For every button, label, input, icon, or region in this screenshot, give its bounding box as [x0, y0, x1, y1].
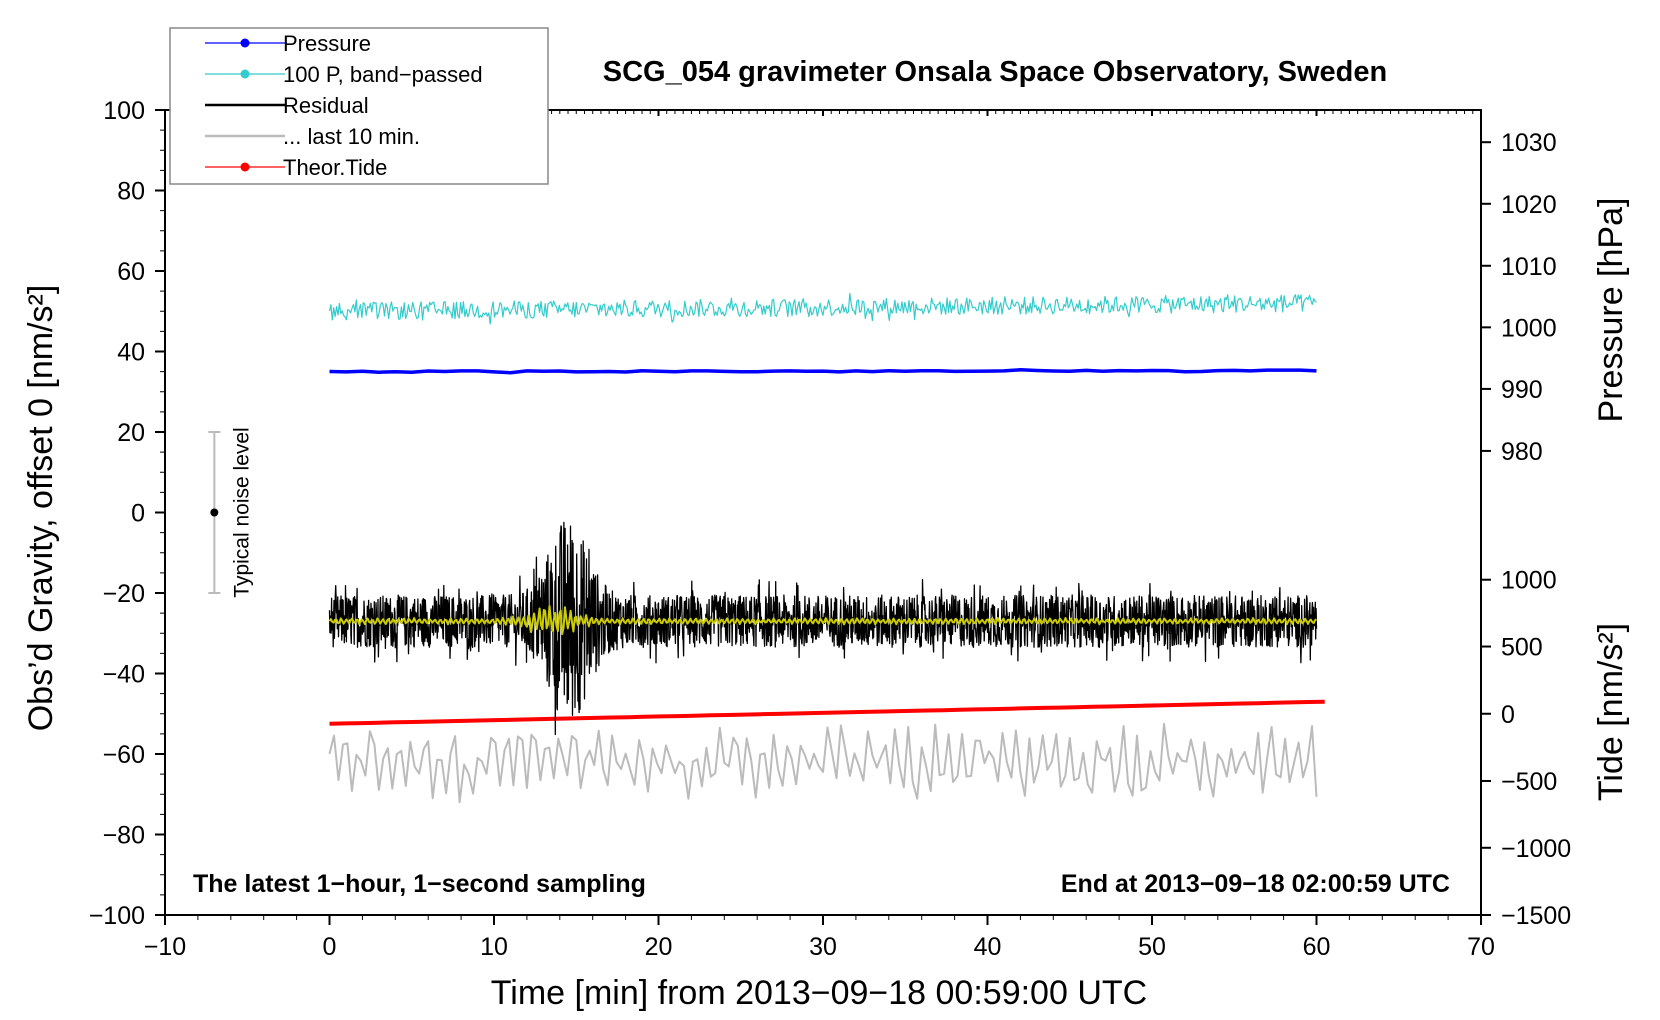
legend-swatch-marker [240, 38, 250, 48]
y-tick-label: −60 [103, 741, 145, 769]
series-100-p-band-passed [328, 292, 1317, 325]
pressure-axis-label: Pressure [hPa] [1592, 198, 1630, 423]
series-layer [328, 292, 1325, 804]
x-tick-label: 20 [645, 933, 673, 961]
series-residual [328, 521, 1318, 736]
legend-label: ... last 10 min. [283, 124, 420, 149]
y-tick-label: −40 [103, 661, 145, 689]
x-tick-label: 10 [480, 933, 508, 961]
y-tick-label: 80 [117, 178, 145, 206]
sampling-annotation: The latest 1−hour, 1−second sampling [193, 870, 646, 898]
y-axis-ticks: 100 80 60 40 20 0 −20 −40 −60 −80 −100 [89, 97, 165, 930]
tide-tick-label: −1500 [1501, 902, 1571, 930]
pressure-axis-ticks: 1030 1020 1010 1000 990 980 [1481, 129, 1557, 466]
pressure-tick-label: 990 [1501, 376, 1543, 404]
x-tick-label: 50 [1138, 933, 1166, 961]
noise-level-bar: Typical noise level [208, 427, 253, 598]
y-tick-label: −100 [89, 902, 145, 930]
legend: Pressure 100 P, band−passed Residual ... la… [169, 27, 549, 185]
tide-tick-label: −1000 [1501, 835, 1571, 863]
y-tick-label: 0 [131, 500, 145, 528]
x-tick-label: 40 [974, 933, 1002, 961]
pressure-tick-label: 1020 [1501, 191, 1557, 219]
plot-frame [164, 109, 1482, 916]
legend-entry: Residual [205, 93, 369, 118]
y-tick-label: 100 [103, 97, 145, 125]
legend-swatch-marker [240, 162, 250, 172]
series-residual-smoothed [328, 605, 1318, 636]
pressure-tick-label: 980 [1501, 438, 1543, 466]
legend-entry: ... last 10 min. [205, 124, 420, 149]
y-tick-label: 40 [117, 339, 145, 367]
series-theor-tide [329, 699, 1325, 726]
pressure-tick-label: 1000 [1501, 314, 1557, 342]
x-tick-label: −10 [144, 933, 186, 961]
tide-axis-ticks: 1000 500 0 −500 −1000 −1500 [1481, 567, 1571, 930]
legend-entry: 100 P, band−passed [205, 62, 483, 87]
x-tick-label: 60 [1303, 933, 1331, 961]
tide-tick-label: 500 [1501, 634, 1543, 662]
legend-entry: Theor.Tide [205, 155, 387, 180]
noise-bar-center-dot [210, 508, 219, 517]
chart-title: SCG_054 gravimeter Onsala Space Observat… [603, 56, 1387, 88]
noise-bar-label: Typical noise level [230, 427, 253, 597]
tide-axis-label: Tide [nm/s²] [1592, 623, 1630, 801]
legend-swatch-marker [240, 69, 250, 79]
x-tick-label: 70 [1467, 933, 1495, 961]
x-tick-label: 30 [809, 933, 837, 961]
legend-label: Theor.Tide [283, 155, 387, 180]
x-axis-label: Time [min] from 2013−09−18 00:59:00 UTC [491, 974, 1147, 1012]
legend-label: 100 P, band−passed [283, 62, 483, 87]
legend-label: Residual [283, 93, 369, 118]
pressure-tick-label: 1010 [1501, 253, 1557, 281]
y-tick-label: −20 [103, 580, 145, 608]
x-axis-ticks: −10 0 10 20 30 40 50 60 70 [144, 110, 1495, 961]
end-time-annotation: End at 2013−09−18 02:00:59 UTC [1061, 870, 1450, 898]
y-tick-label: 20 [117, 419, 145, 447]
y-tick-label: −80 [103, 822, 145, 850]
tide-tick-label: −500 [1501, 768, 1557, 796]
y-axis-label: Obs’d Gravity, offset 0 [nm/s²] [22, 285, 60, 732]
y-tick-label: 60 [117, 258, 145, 286]
legend-entry: Pressure [205, 31, 371, 56]
pressure-tick-label: 1030 [1501, 129, 1557, 157]
series-last-10-min [328, 722, 1318, 804]
legend-label: Pressure [283, 31, 371, 56]
series-pressure [329, 368, 1317, 375]
tide-tick-label: 0 [1501, 701, 1515, 729]
tide-tick-label: 1000 [1501, 567, 1557, 595]
x-tick-label: 0 [323, 933, 337, 961]
